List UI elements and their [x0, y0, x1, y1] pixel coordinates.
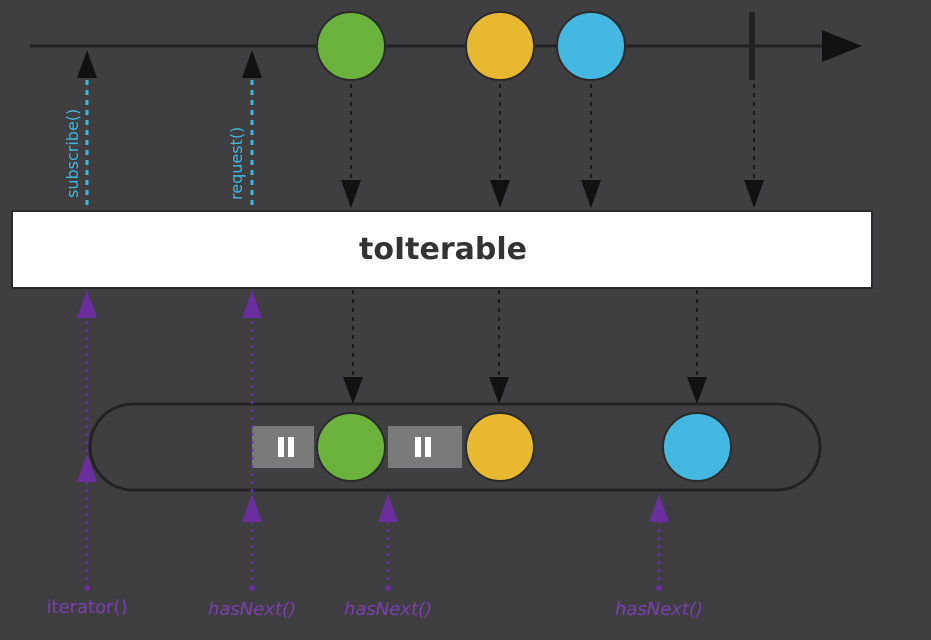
request-label: request()	[227, 127, 246, 200]
hasnext-arrowhead-2	[378, 494, 398, 522]
iterator-arrowhead-bottom	[77, 454, 97, 482]
iterator-label: iterator()	[46, 597, 127, 618]
source-item-yellow	[465, 11, 535, 81]
request-arrowhead	[242, 50, 262, 78]
pause-icon-bar	[278, 437, 284, 457]
output-arrowhead-yellow	[489, 377, 509, 404]
output-arrowhead-green	[343, 377, 363, 404]
iterator-arrowhead-top	[77, 290, 97, 318]
iterable-item-blue	[662, 412, 732, 482]
subscribe-arrowhead	[77, 50, 97, 78]
iterable-capsule	[88, 402, 822, 492]
emission-arrowhead-blue	[581, 180, 601, 208]
hasnext-arrowhead-bottom-1	[242, 494, 262, 522]
source-item-blue	[556, 11, 626, 81]
pause-icon-bar	[425, 437, 431, 457]
emission-arrowhead-yellow	[490, 180, 510, 208]
operator-label: toIterable	[359, 232, 527, 267]
hasnext-call-origin-3	[656, 585, 662, 591]
hasnext-label-3: hasNext()	[615, 599, 703, 620]
pause-icon-bar	[288, 437, 294, 457]
timeline-arrowhead	[822, 30, 862, 62]
hasnext-arrowhead-top-1	[242, 290, 262, 318]
output-arrowhead-blue	[687, 377, 707, 404]
subscribe-label: subscribe()	[63, 109, 82, 198]
completion-arrowhead	[744, 180, 764, 208]
operator-box	[11, 210, 873, 289]
iterable-item-green	[316, 412, 386, 482]
hasnext-call-origin-1	[249, 585, 255, 591]
iterator-call-origin	[84, 585, 90, 591]
hasnext-label-1: hasNext()	[208, 599, 296, 620]
emission-arrowhead-green	[341, 180, 361, 208]
hasnext-arrowhead-3	[649, 494, 669, 522]
hasnext-label-2: hasNext()	[344, 599, 432, 620]
pause-icon-bar	[415, 437, 421, 457]
iterable-item-yellow	[465, 412, 535, 482]
hasnext-call-origin-2	[385, 585, 391, 591]
source-item-green	[316, 11, 386, 81]
